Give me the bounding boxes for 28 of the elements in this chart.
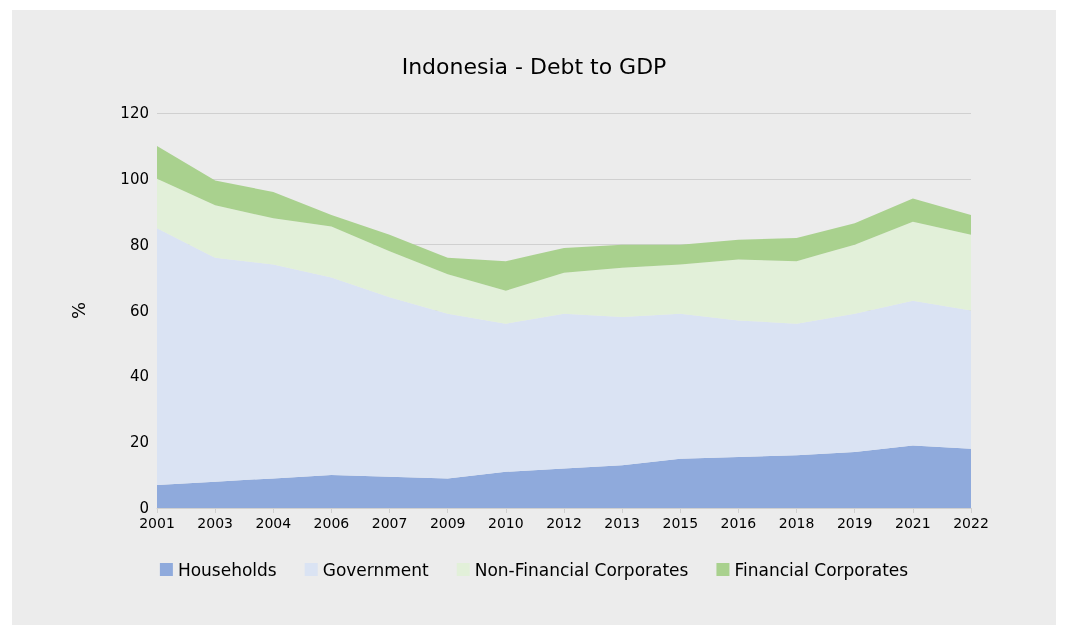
x-tick-label: 2015 — [662, 515, 699, 531]
x-tick-label: 2010 — [488, 515, 524, 531]
x-tick-label: 2018 — [778, 515, 815, 531]
x-tick-label: 2022 — [953, 515, 989, 531]
x-tick-label: 2007 — [371, 515, 408, 531]
chart-title: Indonesia - Debt to GDP — [401, 53, 667, 79]
legend-label: Non-Financial Corporates — [474, 559, 689, 580]
legend-label: Financial Corporates — [734, 559, 909, 580]
y-axis-title: % — [67, 301, 89, 320]
x-tick-label: 2016 — [720, 515, 757, 531]
y-tick-label: 20 — [129, 433, 149, 452]
legend-label: Government — [322, 559, 430, 580]
x-tick-label: 2013 — [604, 515, 640, 531]
x-tick-label: 2021 — [895, 515, 931, 531]
x-tick-label: 2001 — [139, 515, 175, 531]
y-tick-label: 0 — [139, 499, 149, 517]
x-tick-label: 2019 — [836, 515, 873, 531]
x-tick-label: 2006 — [313, 515, 350, 531]
x-tick-label: 2004 — [255, 515, 292, 531]
x-tick-label: 2003 — [197, 515, 233, 531]
x-tick-label: 2009 — [429, 515, 466, 531]
y-tick-label: 80 — [129, 235, 149, 254]
y-tick-label: 60 — [129, 301, 149, 320]
y-tick-label: 120 — [120, 104, 149, 122]
x-tick-label: 2012 — [546, 515, 582, 531]
legend-label: Households — [177, 559, 277, 580]
y-tick-label: 40 — [129, 367, 149, 386]
y-tick-label: 100 — [120, 169, 149, 188]
